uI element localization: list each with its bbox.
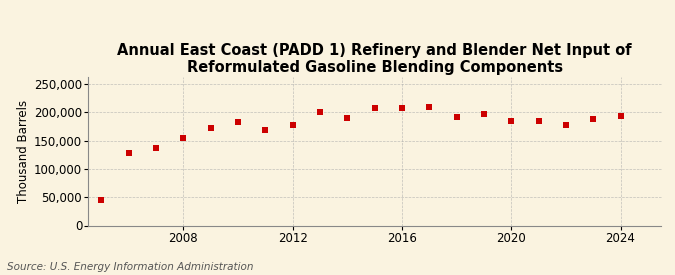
Point [315, 110, 325, 115]
Point [451, 115, 462, 119]
Point [560, 123, 571, 127]
Point [369, 106, 380, 111]
Point [396, 106, 407, 110]
Point [260, 128, 271, 133]
Point [479, 112, 489, 116]
Point [151, 146, 161, 150]
Point [96, 198, 107, 202]
Point [506, 119, 516, 123]
Point [342, 116, 353, 120]
Y-axis label: Thousand Barrels: Thousand Barrels [17, 100, 30, 203]
Point [288, 123, 298, 127]
Point [233, 120, 244, 124]
Point [124, 151, 134, 155]
Title: Annual East Coast (PADD 1) Refinery and Blender Net Input of Reformulated Gasoli: Annual East Coast (PADD 1) Refinery and … [117, 43, 632, 75]
Point [533, 119, 544, 123]
Point [205, 125, 216, 130]
Point [615, 114, 626, 119]
Point [178, 136, 189, 140]
Point [424, 104, 435, 109]
Point [588, 117, 599, 121]
Text: Source: U.S. Energy Information Administration: Source: U.S. Energy Information Administ… [7, 262, 253, 272]
